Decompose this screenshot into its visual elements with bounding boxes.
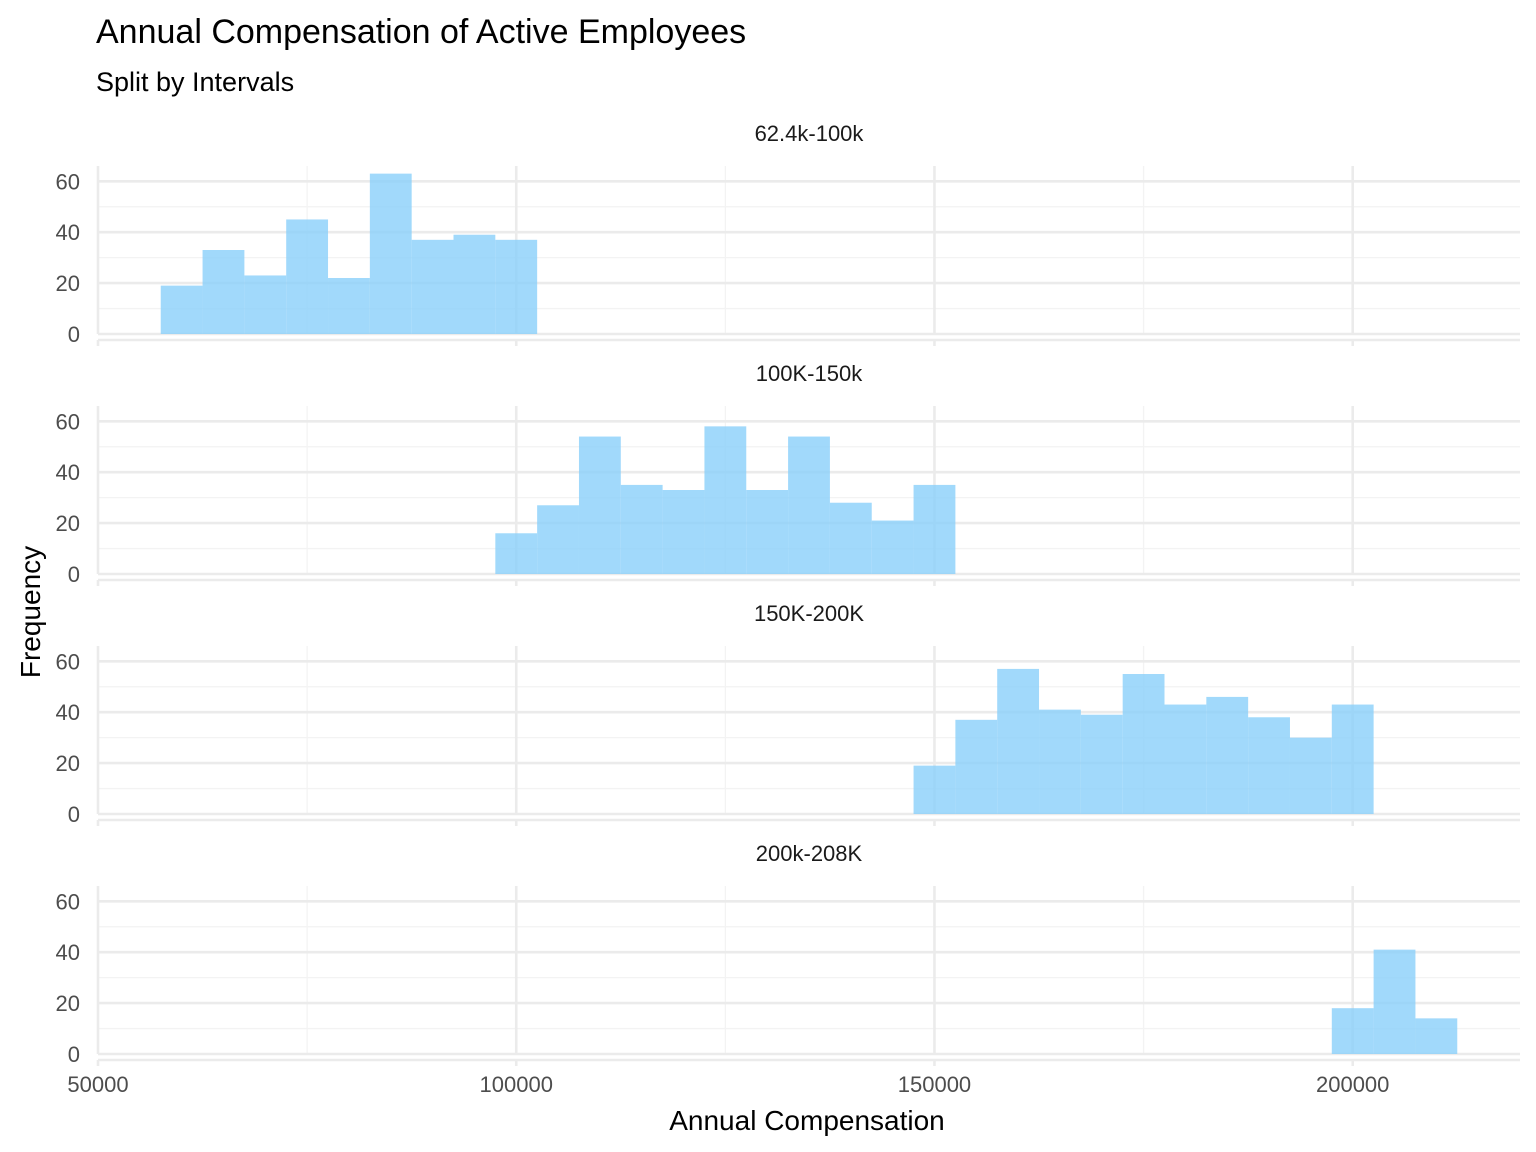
x-axis-title: Annual Compensation: [669, 1105, 945, 1136]
histogram-bar: [913, 765, 956, 814]
histogram-bar: [328, 278, 370, 334]
histogram-bar: [1164, 704, 1207, 814]
histogram-bar: [537, 505, 579, 574]
histogram-bar: [620, 484, 663, 574]
histogram-bar: [1039, 709, 1081, 814]
facet-panel: 150K-200K 0 20 40 60: [56, 601, 1520, 827]
chart-title: Annual Compensation of Active Employees: [96, 13, 746, 51]
x-axis-ticks: 50000 100000 150000 200000: [67, 1072, 1389, 1097]
y-tick-label: 0: [68, 322, 80, 347]
x-tick-label: 50000: [67, 1072, 128, 1097]
histogram-bar: [1373, 949, 1416, 1054]
y-tick-label: 60: [56, 409, 80, 434]
histogram-bar: [495, 533, 538, 574]
histogram-bar: [1331, 1008, 1374, 1054]
histogram-bar: [997, 668, 1040, 814]
y-tick-label: 20: [56, 751, 80, 776]
y-tick-label: 60: [56, 889, 80, 914]
y-tick-label: 60: [56, 169, 80, 194]
histogram-bar: [955, 719, 998, 814]
histogram-bar: [1248, 717, 1290, 814]
histogram-bar: [1122, 674, 1165, 814]
histogram-bar: [1289, 737, 1332, 814]
y-tick-label: 0: [68, 1042, 80, 1067]
histogram-bar: [1080, 714, 1123, 814]
histogram-bar: [578, 436, 621, 574]
y-tick-label: 40: [56, 460, 80, 485]
facet-panel: 100K-150k 0 20 40 60: [56, 361, 1520, 587]
histogram-bar: [160, 285, 203, 334]
histogram-bar: [286, 219, 329, 334]
y-axis-title: Frequency: [15, 546, 46, 678]
x-tick-label: 200000: [1316, 1072, 1389, 1097]
y-tick-label: 0: [68, 802, 80, 827]
histogram-bar: [829, 502, 872, 574]
y-tick-label: 40: [56, 700, 80, 725]
histogram-bar: [244, 275, 287, 334]
histogram-bar: [704, 426, 747, 574]
facet-strip-label: 62.4k-100k: [755, 121, 865, 146]
facet-strip-label: 200k-208K: [756, 841, 863, 866]
facet-panel: 200k-208K 0 20 40 60: [56, 841, 1520, 1067]
histogram-bar: [1331, 704, 1374, 814]
histogram-bar: [1415, 1018, 1458, 1054]
y-tick-label: 0: [68, 562, 80, 587]
facet-strip-label: 150K-200K: [754, 601, 864, 626]
x-tick-label: 150000: [898, 1072, 971, 1097]
histogram-bar: [662, 490, 705, 574]
histogram-bar: [871, 520, 914, 574]
histogram-bar: [746, 490, 789, 574]
y-tick-label: 40: [56, 940, 80, 965]
histogram-bar: [788, 436, 830, 574]
histogram-bar: [913, 484, 956, 574]
histogram-bar: [495, 239, 538, 334]
histogram-bar: [411, 239, 454, 334]
y-tick-label: 20: [56, 991, 80, 1016]
y-tick-label: 20: [56, 511, 80, 536]
chart-subtitle: Split by Intervals: [96, 67, 294, 97]
histogram-bar: [1206, 696, 1249, 814]
histogram-bar: [369, 173, 412, 334]
facet-panel: 62.4k-100k 0 20 40 60: [56, 121, 1520, 347]
y-tick-label: 60: [56, 649, 80, 674]
histogram-bar: [202, 250, 245, 334]
facet-strip-label: 100K-150k: [756, 361, 863, 386]
y-tick-label: 40: [56, 220, 80, 245]
histogram-bar: [453, 234, 496, 334]
y-tick-label: 20: [56, 271, 80, 296]
x-tick-label: 100000: [480, 1072, 553, 1097]
facet-panels: 62.4k-100k0204060100K-150k0204060150K-20…: [56, 121, 1520, 1067]
